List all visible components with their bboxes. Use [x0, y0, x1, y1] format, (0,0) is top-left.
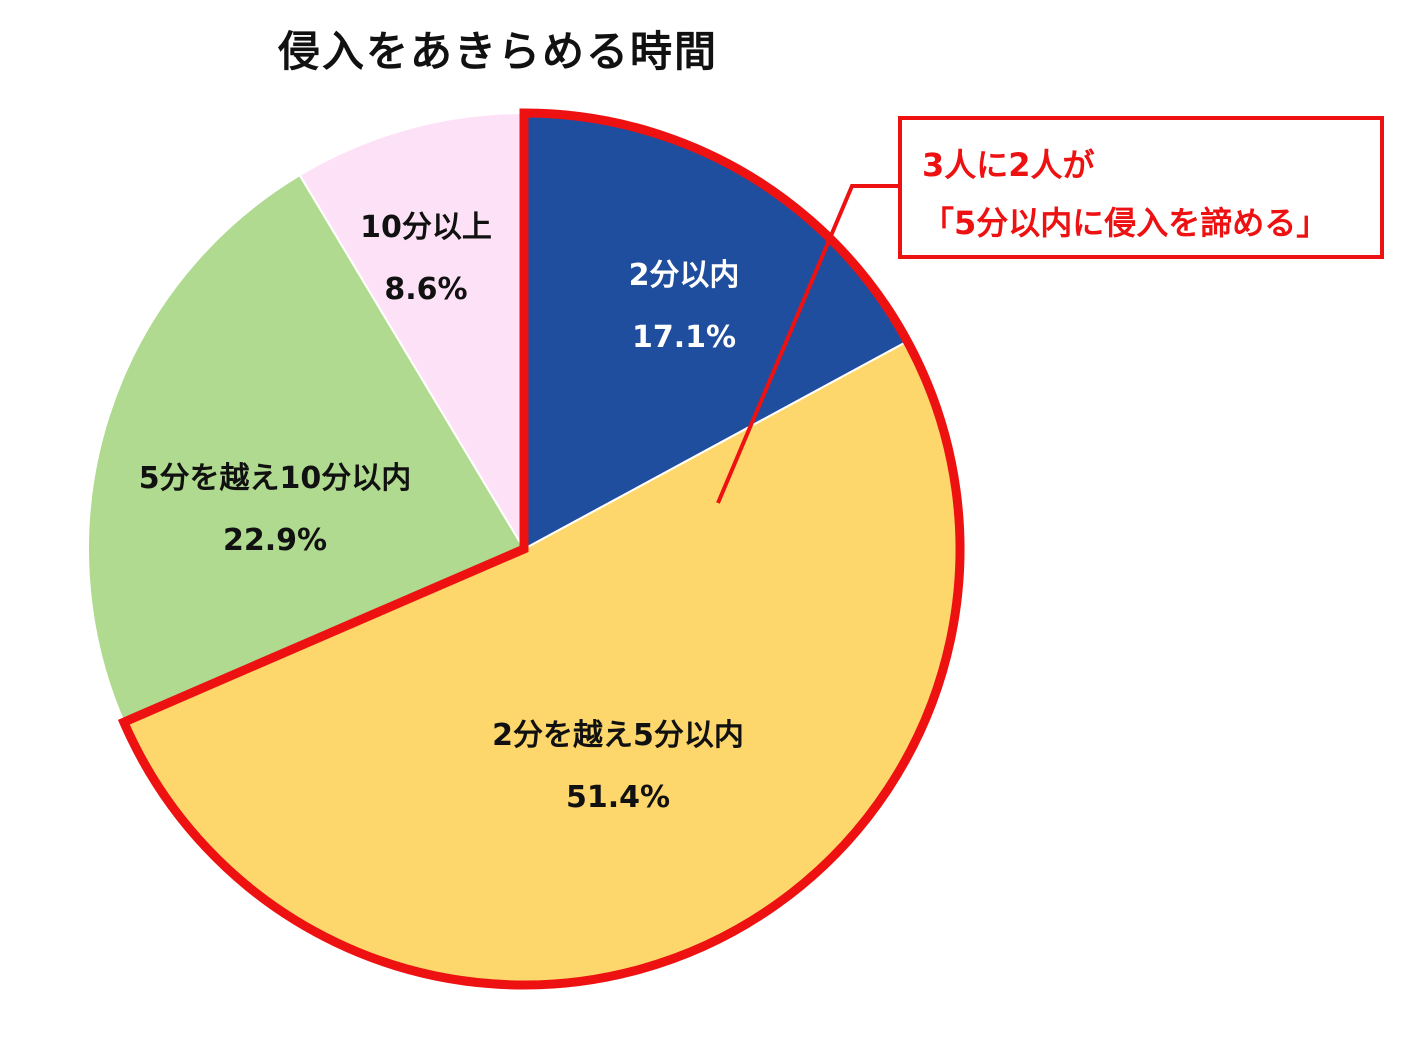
slice-value-3: 22.9% [223, 523, 327, 558]
annotation-pointer [716, 184, 898, 504]
pie-slice-3 [87, 173, 526, 724]
slice-value-4: 8.6% [384, 272, 467, 307]
highlight-outline [117, 108, 965, 990]
slice-label-2: 2分を越え5分以内 [492, 718, 744, 753]
slice-label-3: 5分を越え10分以内 [139, 461, 412, 496]
slice-label-1: 2分以内 [629, 258, 740, 293]
pie-slice-4 [298, 111, 525, 553]
slice-label-4: 10分以上 [360, 210, 492, 245]
slice-value-2: 51.4% [566, 780, 670, 815]
slice-value-1: 17.1% [632, 320, 736, 355]
annotation-callout [898, 116, 1384, 259]
annotation-line-2: 「5分以内に侵入を諦める」 [922, 204, 1329, 242]
annotation-line-1: 3人に2人が [922, 146, 1095, 184]
chart-title: 侵入をあきらめる時間 [278, 27, 719, 76]
